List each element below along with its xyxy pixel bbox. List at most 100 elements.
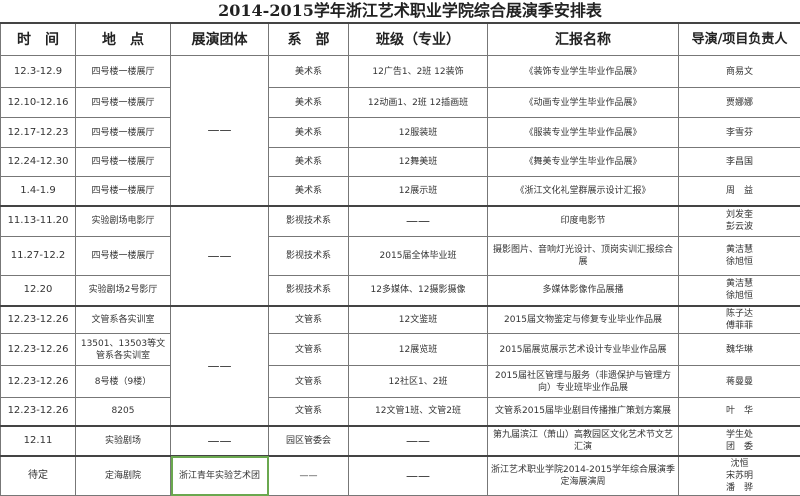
page-title: 2014-2015学年浙江艺术职业学院综合展演季安排表 [0, 0, 800, 22]
cell-time: 12.3-12.9 [1, 56, 76, 88]
header-class: 班级（专业） [349, 23, 488, 56]
cell-lead: 蒋曼曼 [679, 366, 800, 398]
cell-dept: 文管系 [269, 306, 349, 334]
cell-dept: 文管系 [269, 398, 349, 426]
cell-place: 8号楼（9楼） [76, 366, 171, 398]
cell-time: 12.23-12.26 [1, 366, 76, 398]
cell-lead: 魏华琳 [679, 334, 800, 366]
header-place: 地 点 [76, 23, 171, 56]
cell-place: 四号楼一楼展厅 [76, 88, 171, 118]
cell-dept: 美术系 [269, 177, 349, 206]
cell-class: 12广告1、2班 12装饰 [349, 56, 488, 88]
cell-group: —— [171, 306, 269, 426]
cell-name: 《舞美专业学生毕业作品展》 [488, 148, 679, 177]
cell-class: —— [349, 426, 488, 456]
cell-place: 13501、13503等文管系各实训室 [76, 334, 171, 366]
cell-time: 12.23-12.26 [1, 306, 76, 334]
cell-lead: 黄洁慧徐旭恒 [679, 276, 800, 306]
cell-class: 12社区1、2班 [349, 366, 488, 398]
cell-name: 2015届展览展示艺术设计专业毕业作品展 [488, 334, 679, 366]
cell-name: 《浙江文化礼堂群展示设计汇报》 [488, 177, 679, 206]
header-lead: 导演/项目负责人 [679, 23, 800, 56]
cell-name: 浙江艺术职业学院2014-2015学年综合展演季定海展演周 [488, 456, 679, 496]
cell-time: 11.27-12.2 [1, 237, 76, 276]
cell-name: 2015届文物鉴定与修复专业毕业作品展 [488, 306, 679, 334]
cell-lead: 李雪芬 [679, 118, 800, 148]
cell-name: 《装饰专业学生毕业作品展》 [488, 56, 679, 88]
header-dept: 系 部 [269, 23, 349, 56]
cell-name: 2015届社区管理与服务（非遗保护与管理方向）专业班毕业作品展 [488, 366, 679, 398]
cell-dept: —— [269, 456, 349, 496]
cell-place: 实验剧场电影厅 [76, 206, 171, 237]
cell-dept: 影视技术系 [269, 206, 349, 237]
cell-dept: 影视技术系 [269, 276, 349, 306]
cell-class: —— [349, 206, 488, 237]
cell-lead: 陈子达傅菲菲 [679, 306, 800, 334]
cell-group: 浙江青年实验艺术团 [171, 456, 269, 496]
cell-time: 12.17-12.23 [1, 118, 76, 148]
cell-lead: 黄洁慧徐旭恒 [679, 237, 800, 276]
cell-class: 12动画1、2班 12插画班 [349, 88, 488, 118]
cell-dept: 影视技术系 [269, 237, 349, 276]
cell-dept: 美术系 [269, 88, 349, 118]
cell-time: 12.20 [1, 276, 76, 306]
cell-lead: 沈恒宋苏明潘 骅 [679, 456, 800, 496]
cell-time: 待定 [1, 456, 76, 496]
cell-class: 12展览班 [349, 334, 488, 366]
table-row: 待定定海剧院浙江青年实验艺术团————浙江艺术职业学院2014-2015学年综合… [1, 456, 800, 496]
cell-place: 四号楼一楼展厅 [76, 148, 171, 177]
cell-time: 12.10-12.16 [1, 88, 76, 118]
cell-name: 摄影图片、音响灯光设计、顶岗实训汇报综合展 [488, 237, 679, 276]
cell-place: 四号楼一楼展厅 [76, 118, 171, 148]
cell-class: 12文管1班、文管2班 [349, 398, 488, 426]
cell-dept: 文管系 [269, 366, 349, 398]
cell-place: 实验剧场 [76, 426, 171, 456]
cell-class: —— [349, 456, 488, 496]
header-group: 展演团体 [171, 23, 269, 56]
cell-dept: 美术系 [269, 148, 349, 177]
cell-place: 8205 [76, 398, 171, 426]
cell-group: —— [171, 206, 269, 306]
header-name: 汇报名称 [488, 23, 679, 56]
cell-dept: 园区管委会 [269, 426, 349, 456]
cell-name: 第九届滨江（萧山）高教园区文化艺术节文艺汇演 [488, 426, 679, 456]
cell-time: 12.23-12.26 [1, 398, 76, 426]
cell-lead: 贾娜娜 [679, 88, 800, 118]
cell-dept: 美术系 [269, 56, 349, 88]
cell-name: 多媒体影像作品展播 [488, 276, 679, 306]
cell-lead: 商易文 [679, 56, 800, 88]
cell-lead: 周 益 [679, 177, 800, 206]
header-row: 时 间 地 点 展演团体 系 部 班级（专业） 汇报名称 导演/项目负责人 [1, 23, 800, 56]
cell-dept: 文管系 [269, 334, 349, 366]
cell-name: 文管系2015届毕业剧目传播推广策划方案展 [488, 398, 679, 426]
cell-place: 四号楼一楼展厅 [76, 177, 171, 206]
cell-place: 四号楼一楼展厅 [76, 237, 171, 276]
cell-dept: 美术系 [269, 118, 349, 148]
cell-name: 印度电影节 [488, 206, 679, 237]
cell-place: 四号楼一楼展厅 [76, 56, 171, 88]
cell-place: 实验剧场2号影厅 [76, 276, 171, 306]
cell-lead: 刘发奎彭云波 [679, 206, 800, 237]
cell-group: —— [171, 56, 269, 206]
cell-class: 12多媒体、12摄影摄像 [349, 276, 488, 306]
cell-class: 12服装班 [349, 118, 488, 148]
cell-time: 12.24-12.30 [1, 148, 76, 177]
cell-place: 文管系各实训室 [76, 306, 171, 334]
cell-lead: 叶 华 [679, 398, 800, 426]
cell-time: 1.4-1.9 [1, 177, 76, 206]
header-time: 时 间 [1, 23, 76, 56]
cell-time: 12.23-12.26 [1, 334, 76, 366]
cell-class: 12舞美班 [349, 148, 488, 177]
cell-group: —— [171, 426, 269, 456]
